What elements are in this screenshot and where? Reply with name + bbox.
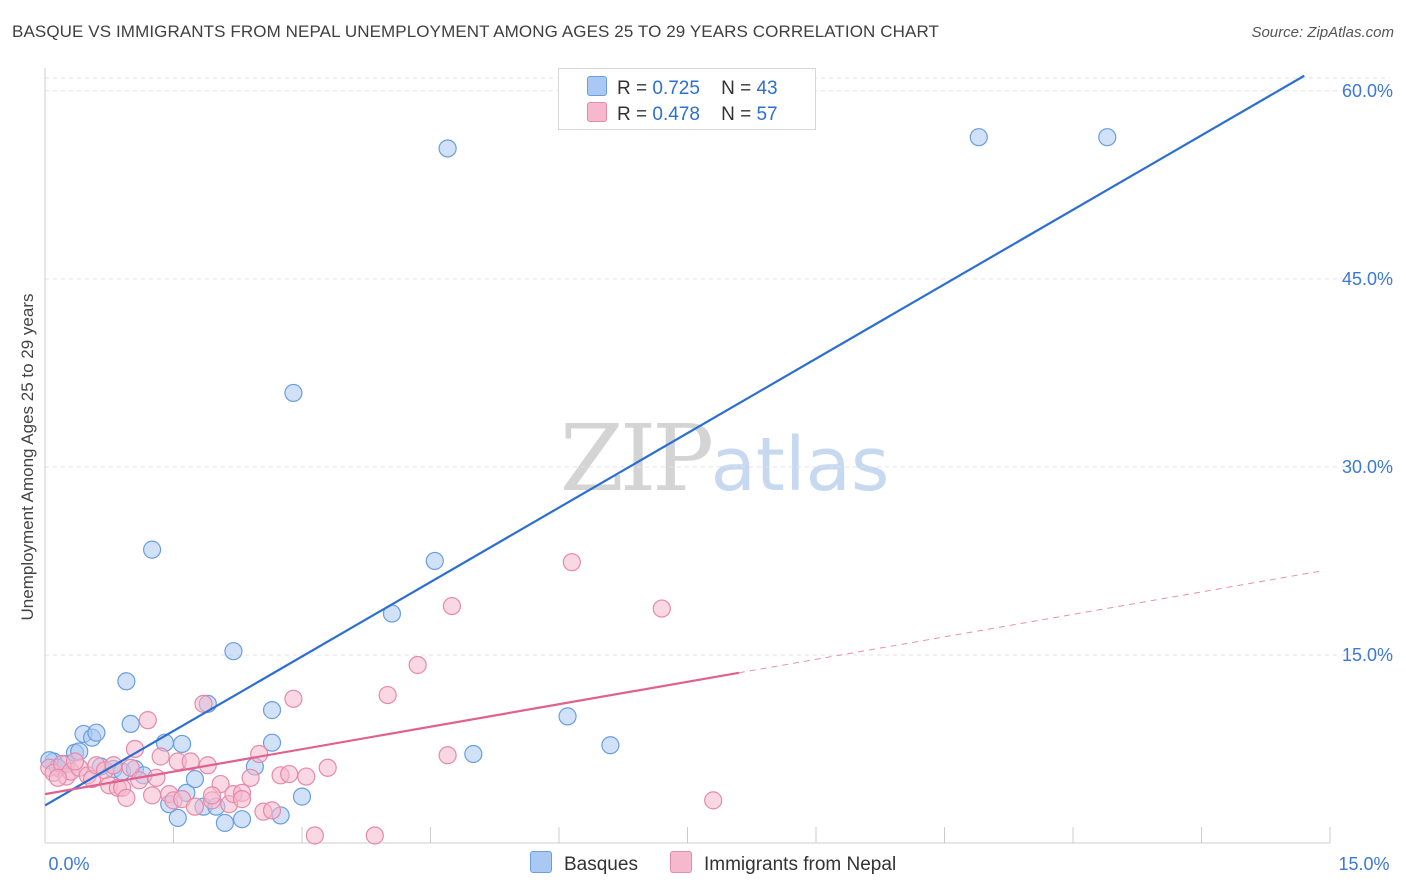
nepal-point [202, 786, 222, 805]
basque-point [601, 736, 620, 755]
nepal-point [142, 786, 162, 805]
nepal-point [117, 788, 136, 807]
legend-item-basques[interactable]: Basques [530, 851, 638, 876]
nepal-point [262, 801, 282, 820]
r-value-nepal: 0.478 [652, 104, 700, 125]
series-legend: Basques Immigrants from Nepal [0, 851, 1406, 879]
y-tick-label: 45.0% [1342, 269, 1393, 289]
legend-row-nepal: R = 0.478 N = 57 [587, 102, 778, 126]
basque-point [425, 551, 444, 571]
n-label: N = [721, 104, 752, 125]
basque-point [284, 383, 303, 403]
basque-point [224, 642, 243, 661]
y-tick-label: 15.0% [1342, 645, 1393, 665]
legend-label-nepal: Immigrants from Nepal [704, 854, 897, 875]
nepal-point [48, 768, 67, 787]
basque-point [185, 769, 205, 789]
nepal-point [284, 689, 303, 708]
nepal-point [185, 797, 205, 816]
nepal-point [378, 685, 397, 705]
y-tick-label: 60.0% [1342, 81, 1393, 101]
basque-point [292, 787, 312, 806]
chart-title: BASQUE VS IMMIGRANTS FROM NEPAL UNEMPLOY… [12, 22, 940, 41]
basque-point [464, 744, 483, 764]
nepal-point [297, 767, 316, 786]
nepal-swatch [670, 851, 692, 873]
basque-point [87, 723, 106, 742]
nepal-swatch [587, 102, 607, 122]
nepal-point [65, 752, 85, 771]
basque-point [558, 707, 577, 726]
nepal-trend-extension [738, 570, 1322, 674]
legend-row-basque: R = 0.725 N = 43 [587, 76, 778, 100]
n-value-basque: 43 [756, 78, 778, 99]
n-value-nepal: 57 [756, 104, 778, 125]
basque-point [121, 714, 140, 734]
nepal-point [280, 764, 299, 784]
basque-point [168, 808, 187, 828]
r-label: R = [617, 78, 648, 99]
nepal-point [562, 553, 581, 572]
basque-point [438, 139, 457, 158]
basque-point [969, 128, 988, 147]
watermark-zip: ZIP [560, 405, 711, 512]
nepal-point [181, 752, 200, 771]
n-label: N = [721, 78, 752, 99]
basque-point [232, 810, 252, 829]
nepal-point [438, 746, 457, 765]
x-tick-label: 0.0% [48, 854, 89, 874]
nepal-point [151, 747, 170, 766]
basque-point [142, 540, 162, 559]
nepal-point [232, 790, 252, 809]
nepal-point [652, 599, 671, 618]
watermark-atlas: atlas [711, 422, 890, 508]
basque-point [1098, 128, 1117, 147]
basque-swatch [530, 851, 552, 873]
nepal-point [305, 826, 324, 845]
r-value-basque: 0.725 [652, 78, 700, 99]
basque-point [172, 734, 192, 754]
r-label: R = [617, 104, 648, 125]
basque-trend-line [44, 74, 1305, 807]
legend-label-basques: Basques [564, 854, 638, 875]
nepal-point [365, 826, 384, 845]
nepal-point [442, 596, 462, 616]
basque-point [117, 672, 136, 691]
basque-swatch [587, 76, 607, 96]
source-label: Source: ZipAtlas.com [1251, 24, 1394, 41]
correlation-legend: R = 0.725 N = 43 R = 0.478 N = 57 [558, 68, 816, 130]
basque-point [262, 701, 282, 720]
y-tick-label: 30.0% [1342, 457, 1393, 477]
nepal-point [704, 791, 723, 810]
nepal-point [250, 744, 269, 764]
x-tick-label: 15.0% [1338, 854, 1389, 874]
nepal-point [147, 768, 166, 787]
nepal-point [138, 711, 157, 730]
nepal-point [121, 758, 140, 777]
basque-point [262, 733, 282, 752]
basque-point [215, 813, 234, 833]
nepal-point [408, 655, 427, 675]
nepal-trend-line [44, 671, 740, 796]
legend-item-nepal[interactable]: Immigrants from Nepal [670, 851, 896, 876]
nepal-point [318, 758, 337, 777]
nepal-point [130, 771, 149, 790]
nepal-point [241, 768, 260, 787]
